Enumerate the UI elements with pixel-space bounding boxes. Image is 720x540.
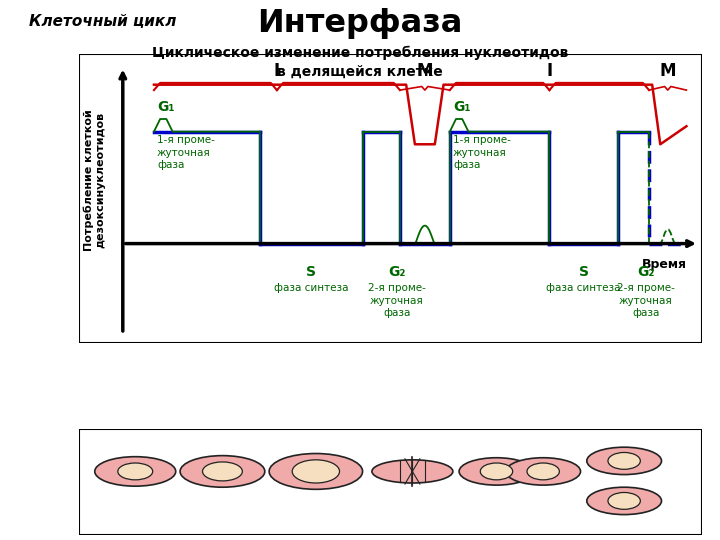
Ellipse shape — [95, 457, 176, 486]
Text: S: S — [579, 265, 589, 279]
Text: 1-я проме-
жуточная
фаза: 1-я проме- жуточная фаза — [453, 135, 510, 170]
Text: 2-я проме-
жуточная
фаза: 2-я проме- жуточная фаза — [368, 284, 426, 318]
Text: Циклическое изменение потребления нуклеотидов
в делящейся клетке: Циклическое изменение потребления нуклео… — [152, 46, 568, 79]
Ellipse shape — [292, 460, 340, 483]
Ellipse shape — [506, 458, 580, 485]
Ellipse shape — [269, 454, 363, 489]
Text: I: I — [274, 62, 280, 80]
Ellipse shape — [372, 460, 453, 483]
Ellipse shape — [608, 453, 640, 469]
Text: I: I — [546, 62, 552, 80]
Text: Клеточный цикл: Клеточный цикл — [29, 14, 176, 29]
Text: M: M — [417, 62, 433, 80]
Text: Время: Время — [642, 258, 686, 271]
Text: Интерфаза: Интерфаза — [257, 8, 463, 39]
Text: G₂: G₂ — [637, 265, 654, 279]
Ellipse shape — [587, 487, 662, 515]
Text: 1-я проме-
жуточная
фаза: 1-я проме- жуточная фаза — [157, 135, 215, 170]
Text: M: M — [660, 62, 676, 80]
Ellipse shape — [587, 447, 662, 475]
Text: G₂: G₂ — [388, 265, 405, 279]
Ellipse shape — [202, 462, 243, 481]
Text: Потребление клеткой
дезоксинуклеотидов: Потребление клеткой дезоксинуклеотидов — [84, 110, 106, 251]
Text: фаза синтеза: фаза синтеза — [546, 284, 621, 293]
Text: S: S — [306, 265, 316, 279]
Text: G₁: G₁ — [453, 99, 470, 113]
Ellipse shape — [459, 458, 534, 485]
Text: G₁: G₁ — [157, 99, 174, 113]
Ellipse shape — [480, 463, 513, 480]
Ellipse shape — [180, 456, 265, 487]
Ellipse shape — [118, 463, 153, 480]
Ellipse shape — [527, 463, 559, 480]
Text: 2-я проме-
жуточная
фаза: 2-я проме- жуточная фаза — [617, 284, 675, 318]
Text: фаза синтеза: фаза синтеза — [274, 284, 348, 293]
Ellipse shape — [608, 492, 640, 509]
